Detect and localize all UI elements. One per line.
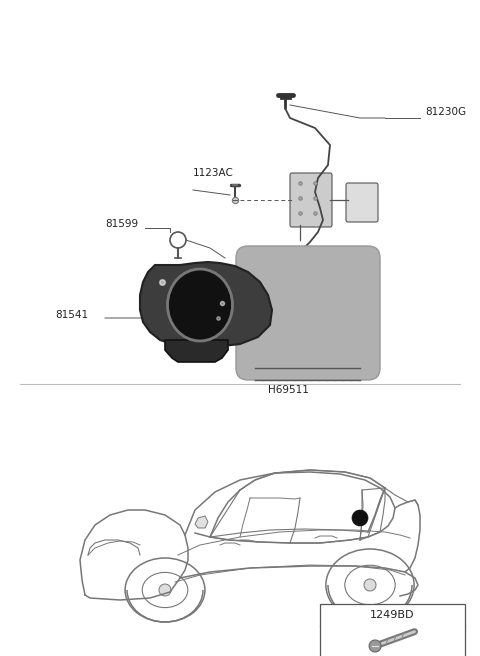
Polygon shape [165, 340, 228, 362]
Text: 81541: 81541 [55, 310, 88, 320]
Text: 1123AC: 1123AC [193, 168, 234, 178]
Text: 1249BD: 1249BD [370, 610, 415, 620]
Polygon shape [140, 262, 272, 347]
Text: 81599: 81599 [105, 219, 138, 229]
Circle shape [159, 584, 171, 596]
Polygon shape [195, 516, 208, 528]
FancyBboxPatch shape [346, 183, 378, 222]
Circle shape [364, 579, 376, 591]
Circle shape [369, 640, 381, 652]
Text: 81230G: 81230G [425, 107, 466, 117]
Bar [320, 604, 465, 656]
Text: H69511: H69511 [268, 385, 309, 395]
Circle shape [352, 510, 368, 526]
Ellipse shape [168, 269, 232, 341]
FancyBboxPatch shape [236, 246, 380, 380]
FancyBboxPatch shape [290, 173, 332, 227]
